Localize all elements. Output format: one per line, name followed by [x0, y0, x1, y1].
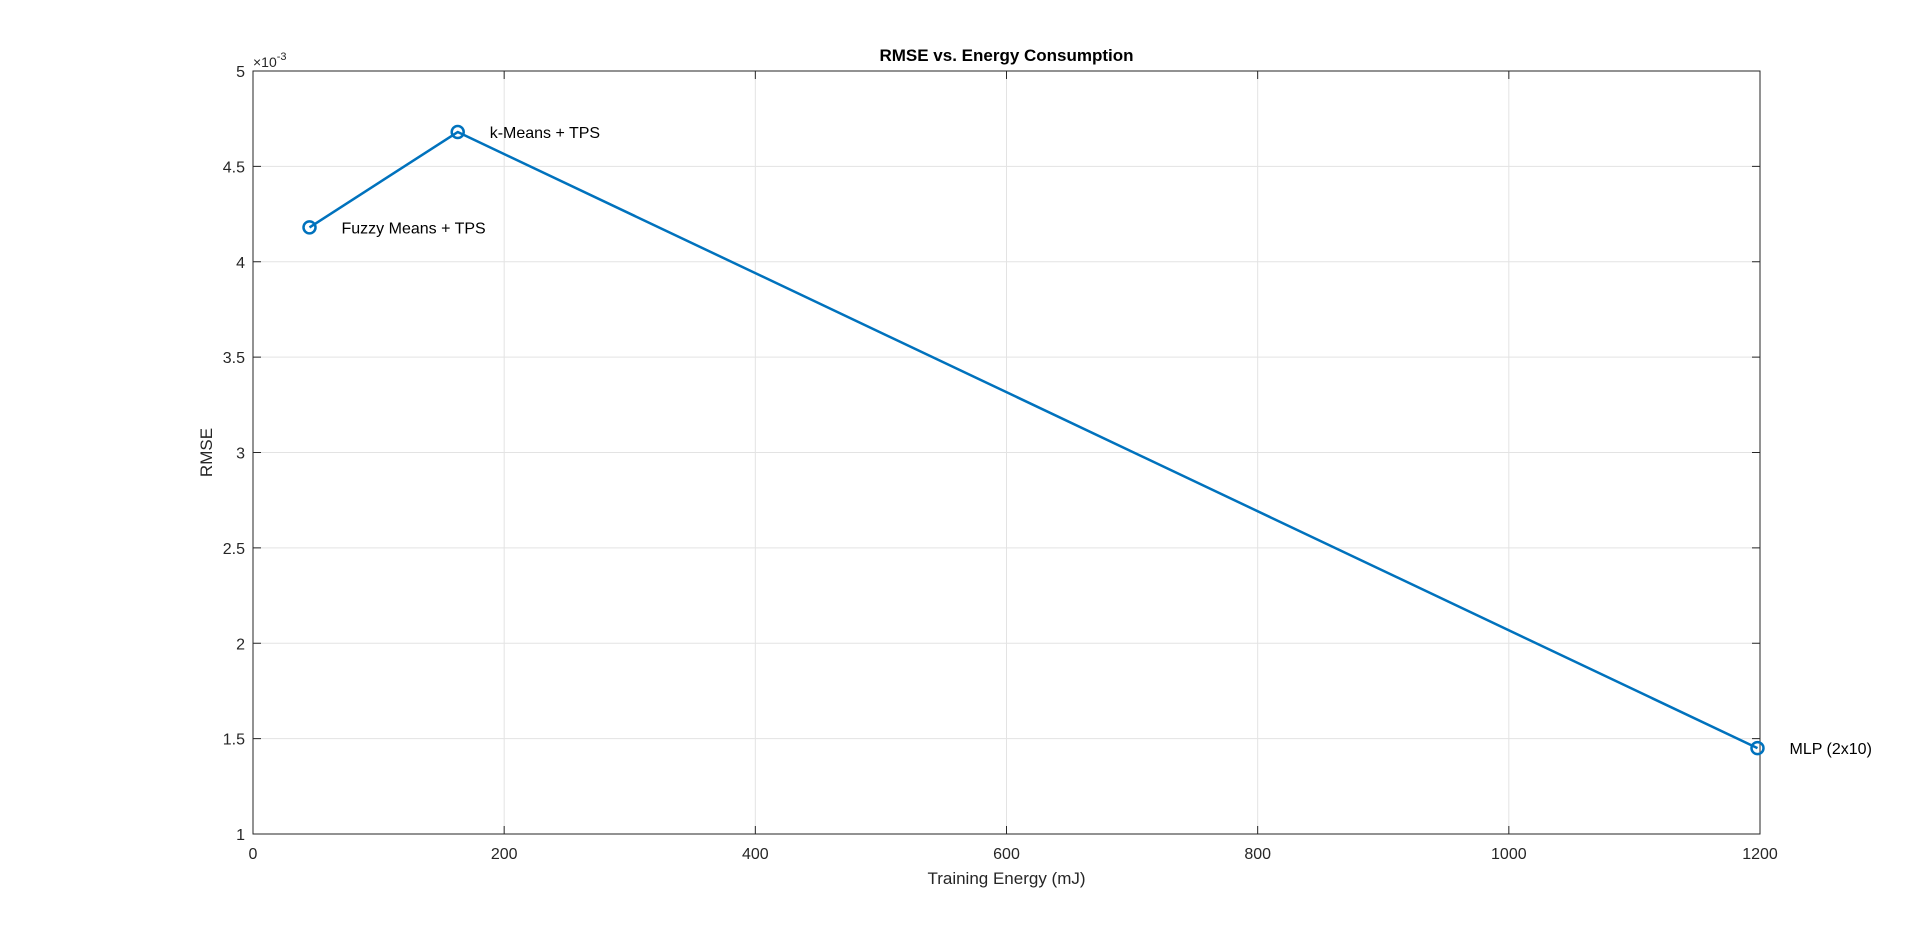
- data-point: [1750, 740, 1765, 756]
- x-tick-label: 200: [491, 846, 518, 863]
- x-tick-label: 1000: [1491, 846, 1527, 863]
- y-tick-label: 1: [236, 827, 245, 844]
- x-tick-label: 0: [249, 846, 258, 863]
- chart-title: RMSE vs. Energy Consumption: [879, 46, 1133, 65]
- x-tick-label: 800: [1244, 846, 1271, 863]
- x-tick-label: 1200: [1742, 846, 1778, 863]
- y-tick-label: 2: [236, 636, 245, 653]
- x-tick-label: 400: [742, 846, 769, 863]
- axes-box: [252, 70, 1761, 835]
- y-tick-label: 2.5: [223, 541, 245, 558]
- series-line: [308, 130, 1759, 750]
- point-labels: Fuzzy Means + TPS k-Means + TPS MLP (2x10): [342, 125, 1872, 758]
- data-point: [302, 220, 317, 235]
- data-point: [450, 124, 465, 140]
- data-point-label: k-Means + TPS: [490, 125, 600, 142]
- y-tick-label: 3.5: [223, 350, 245, 367]
- y-axis-exponent-power: -3: [277, 51, 287, 63]
- x-axis-label: Training Energy (mJ): [927, 869, 1085, 888]
- data-point-label: MLP (2x10): [1789, 741, 1871, 758]
- y-tick-label: 5: [236, 64, 245, 81]
- y-tick-label: 4.5: [223, 159, 245, 176]
- x-tick-label: 600: [993, 846, 1020, 863]
- y-tick-label: 4: [236, 255, 245, 272]
- y-axis-exponent: ×10-3: [253, 51, 287, 70]
- x-tick-labels: 0 200 400 600 800 1000 1200: [249, 846, 1778, 863]
- data-point-label: Fuzzy Means + TPS: [342, 220, 486, 237]
- y-tick-label: 1.5: [223, 732, 245, 749]
- y-tick-labels: 1 1.5 2 2.5 3 3.5 4 4.5 5: [223, 64, 245, 844]
- y-axis-label: RMSE: [197, 428, 216, 477]
- y-tick-label: 3: [236, 446, 245, 463]
- y-axis-exponent-base: ×10: [253, 54, 277, 70]
- series: [302, 124, 1765, 756]
